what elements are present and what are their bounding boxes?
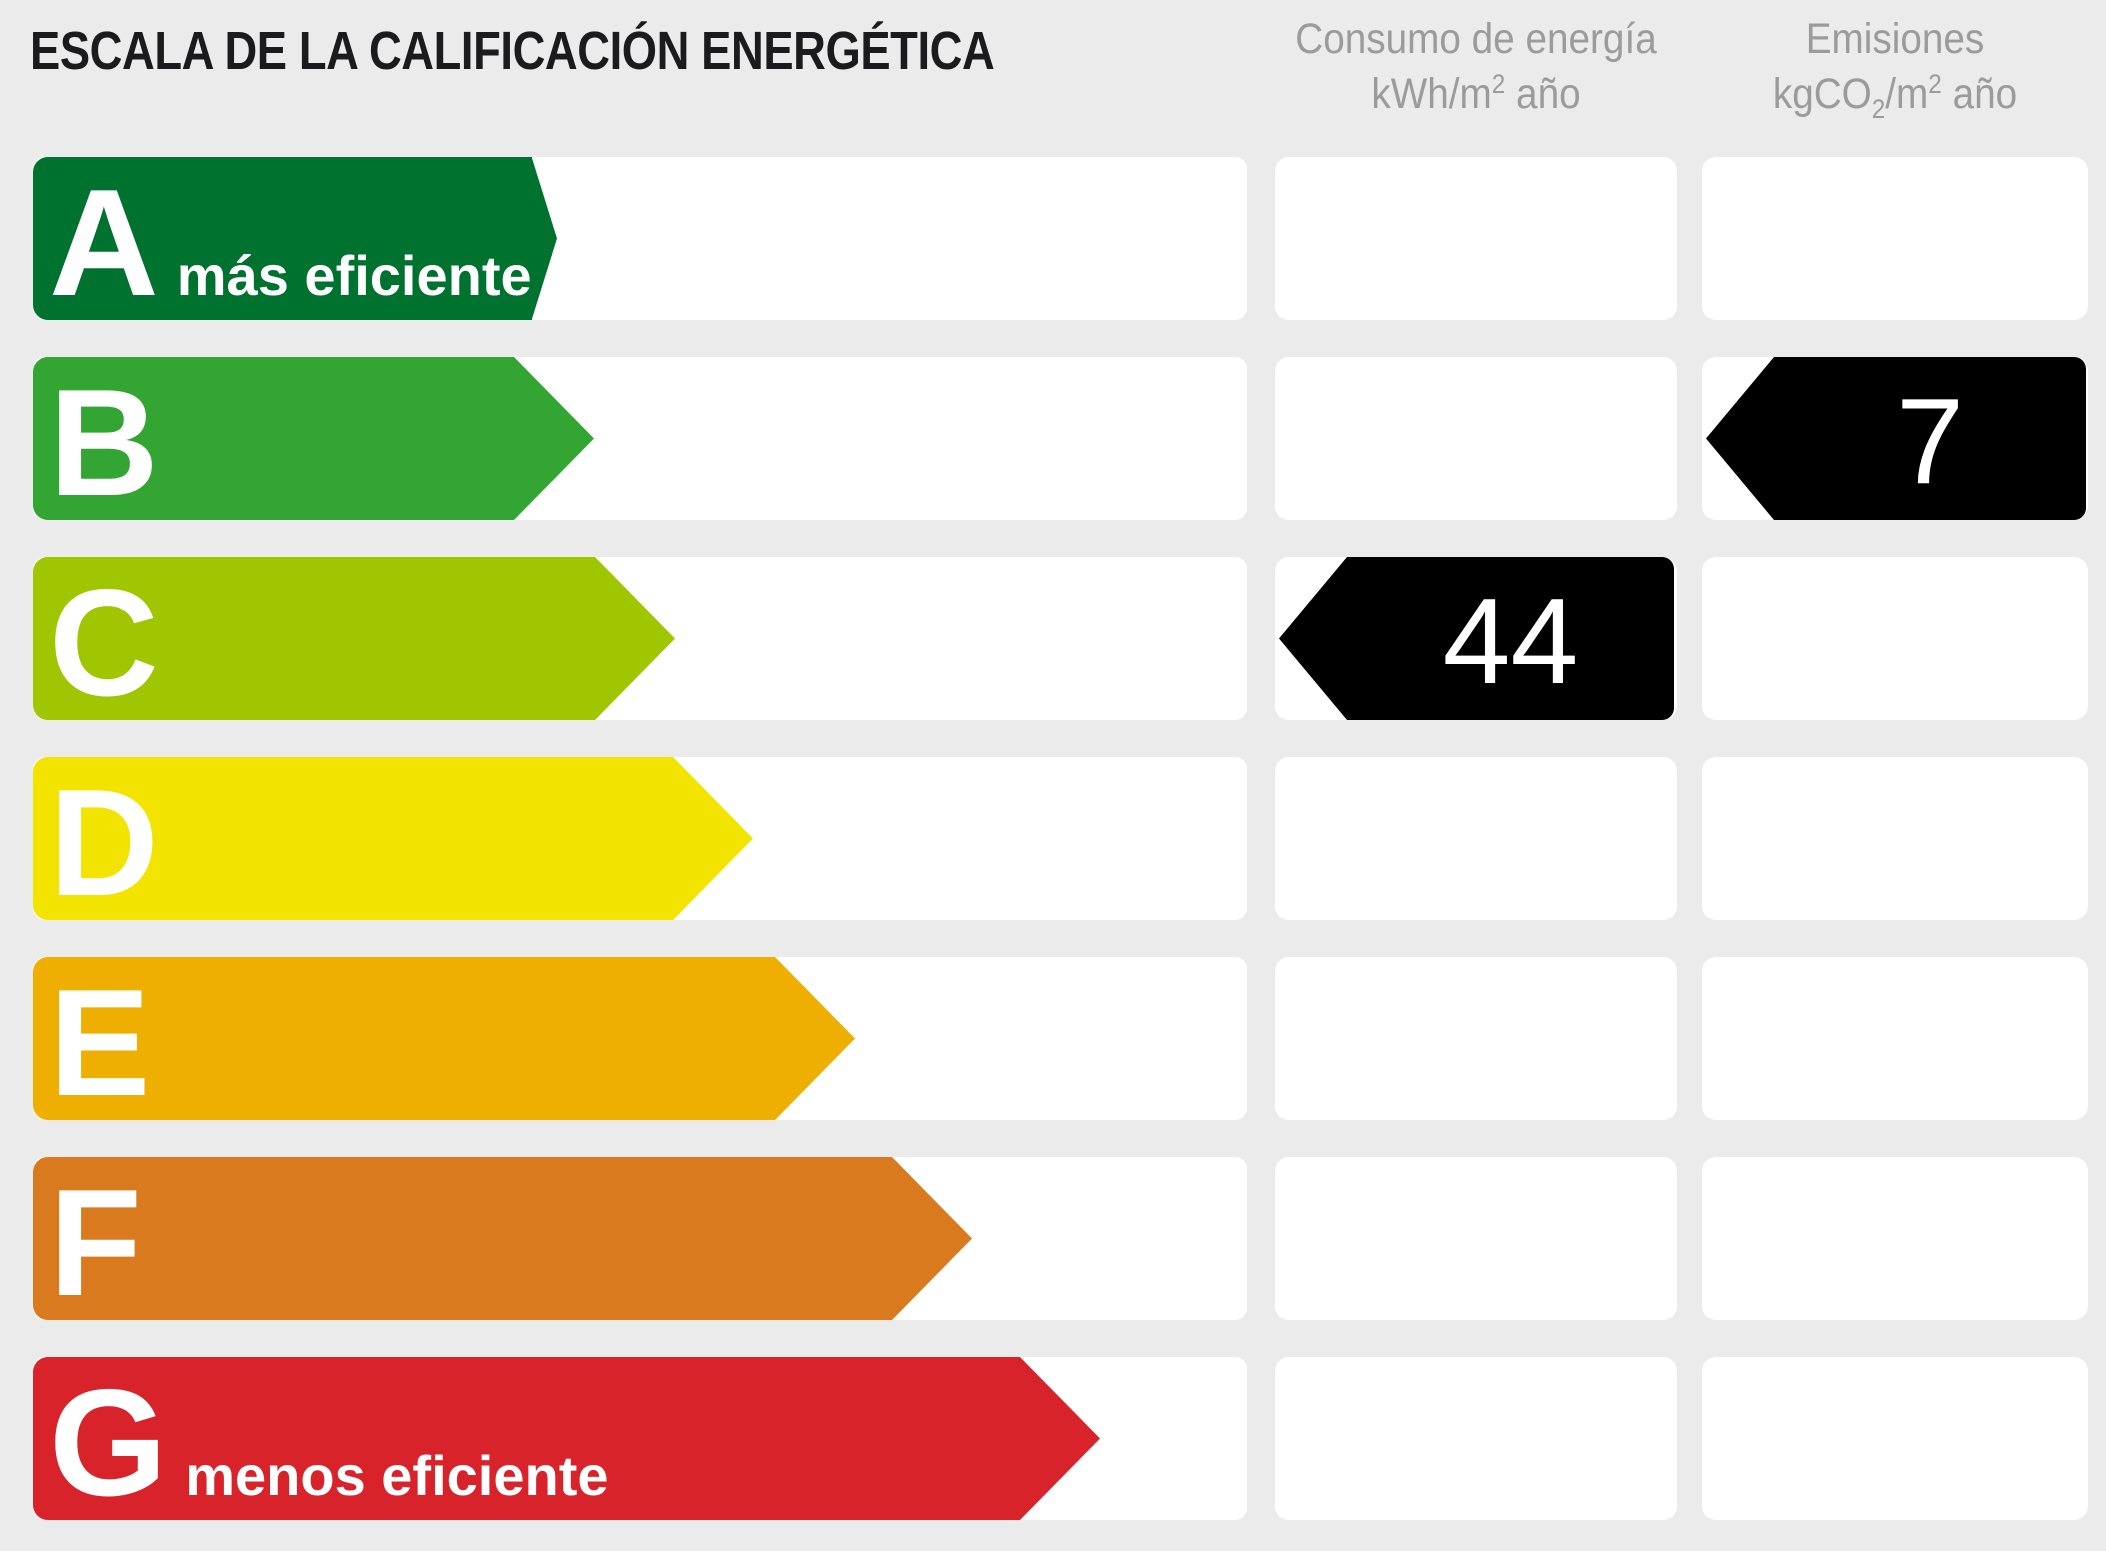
rating-row-e: E bbox=[33, 957, 2088, 1128]
emisiones-value-cell bbox=[1702, 1157, 2088, 1320]
emisiones-value-arrow: 7 bbox=[1706, 357, 2086, 520]
grade-arrow-body: D bbox=[33, 757, 673, 928]
consumo-value-cell bbox=[1275, 757, 1677, 920]
grade-text: E bbox=[49, 956, 150, 1131]
consumo-value-cell bbox=[1275, 1357, 1677, 1520]
emisiones-unit-subscript: 2 bbox=[1871, 94, 1886, 124]
consumo-column-header: Consumo de energía kWh/m2 año bbox=[1269, 12, 1683, 127]
emisiones-value: 7 bbox=[1896, 372, 1964, 509]
grade-arrow-tip-icon bbox=[1020, 1357, 1100, 1520]
rating-row-d: D bbox=[33, 757, 2088, 928]
emisiones-value-cell bbox=[1702, 757, 2088, 920]
grade-arrow-body: F bbox=[33, 1157, 892, 1328]
grade-letter: A bbox=[49, 158, 159, 328]
consumo-value-arrow-body: 44 bbox=[1347, 557, 1674, 720]
grade-arrow-c: C bbox=[33, 557, 675, 728]
grade-letter: D bbox=[49, 758, 159, 928]
consumo-value-cell bbox=[1275, 957, 1677, 1120]
grade-letter: C bbox=[49, 558, 159, 728]
grade-label-most-efficient: más eficiente bbox=[176, 244, 532, 307]
grade-arrow-tip-icon bbox=[892, 1157, 972, 1320]
consumo-value: 44 bbox=[1442, 572, 1579, 709]
consumo-value-arrow: 44 bbox=[1279, 557, 1674, 720]
grade-arrow-body: C bbox=[33, 557, 595, 728]
emisiones-column-header: Emisiones kgCO2/m2 año bbox=[1688, 12, 2102, 127]
emisiones-value-arrow-body: 7 bbox=[1774, 357, 2086, 520]
grade-label-least-efficient: menos eficiente bbox=[185, 1444, 609, 1507]
consumo-unit-superscript: 2 bbox=[1491, 69, 1506, 99]
grade-arrow-tip-icon bbox=[673, 757, 753, 920]
consumo-value-cell bbox=[1275, 157, 1677, 320]
consumo-value-cell bbox=[1275, 1157, 1677, 1320]
emisiones-unit-superscript: 2 bbox=[1928, 69, 1942, 99]
emisiones-header-line1: Emisiones bbox=[1805, 15, 1985, 63]
grade-letter: B bbox=[49, 358, 159, 528]
emisiones-value-cell bbox=[1702, 957, 2088, 1120]
consumo-header-unit: kWh/m2 año bbox=[1371, 69, 1581, 118]
grade-letter: E bbox=[49, 958, 151, 1128]
grade-letter: F bbox=[49, 1158, 142, 1328]
grade-text: D bbox=[49, 756, 159, 931]
grade-arrow-b: B bbox=[33, 357, 594, 528]
grade-arrow-d: D bbox=[33, 757, 753, 928]
grade-text: F bbox=[49, 1156, 142, 1331]
emisiones-value-cell bbox=[1702, 1357, 2088, 1520]
consumo-header-line1: Consumo de energía bbox=[1295, 15, 1657, 63]
grade-arrow-e: E bbox=[33, 957, 855, 1128]
grade-arrow-tip-icon bbox=[775, 957, 855, 1120]
grade-arrow-tip-icon bbox=[514, 357, 594, 520]
grade-arrow-f: F bbox=[33, 1157, 972, 1328]
grade-text: B bbox=[49, 356, 159, 531]
rating-row-b: B 7 bbox=[33, 357, 2088, 528]
page-title: ESCALA DE LA CALIFICACIÓN ENERGÉTICA bbox=[30, 21, 995, 81]
grade-arrow-body: E bbox=[33, 957, 775, 1128]
grade-arrow-body: B bbox=[33, 357, 514, 528]
grade-arrow-tip-icon bbox=[595, 557, 675, 720]
left-arrow-tip-icon bbox=[1706, 357, 1774, 520]
rating-row-c: C 44 bbox=[33, 557, 2088, 728]
grade-letter: G bbox=[49, 1358, 168, 1528]
grade-text: C bbox=[49, 556, 159, 731]
left-arrow-tip-icon bbox=[1279, 557, 1347, 720]
emisiones-value-cell bbox=[1702, 157, 2088, 320]
emisiones-header-unit: kgCO2/m2 año bbox=[1772, 69, 2018, 124]
emisiones-value-cell bbox=[1702, 557, 2088, 720]
rating-row-f: F bbox=[33, 1157, 2088, 1328]
grade-arrow-tip-icon bbox=[531, 157, 557, 320]
consumo-value-cell bbox=[1275, 357, 1677, 520]
